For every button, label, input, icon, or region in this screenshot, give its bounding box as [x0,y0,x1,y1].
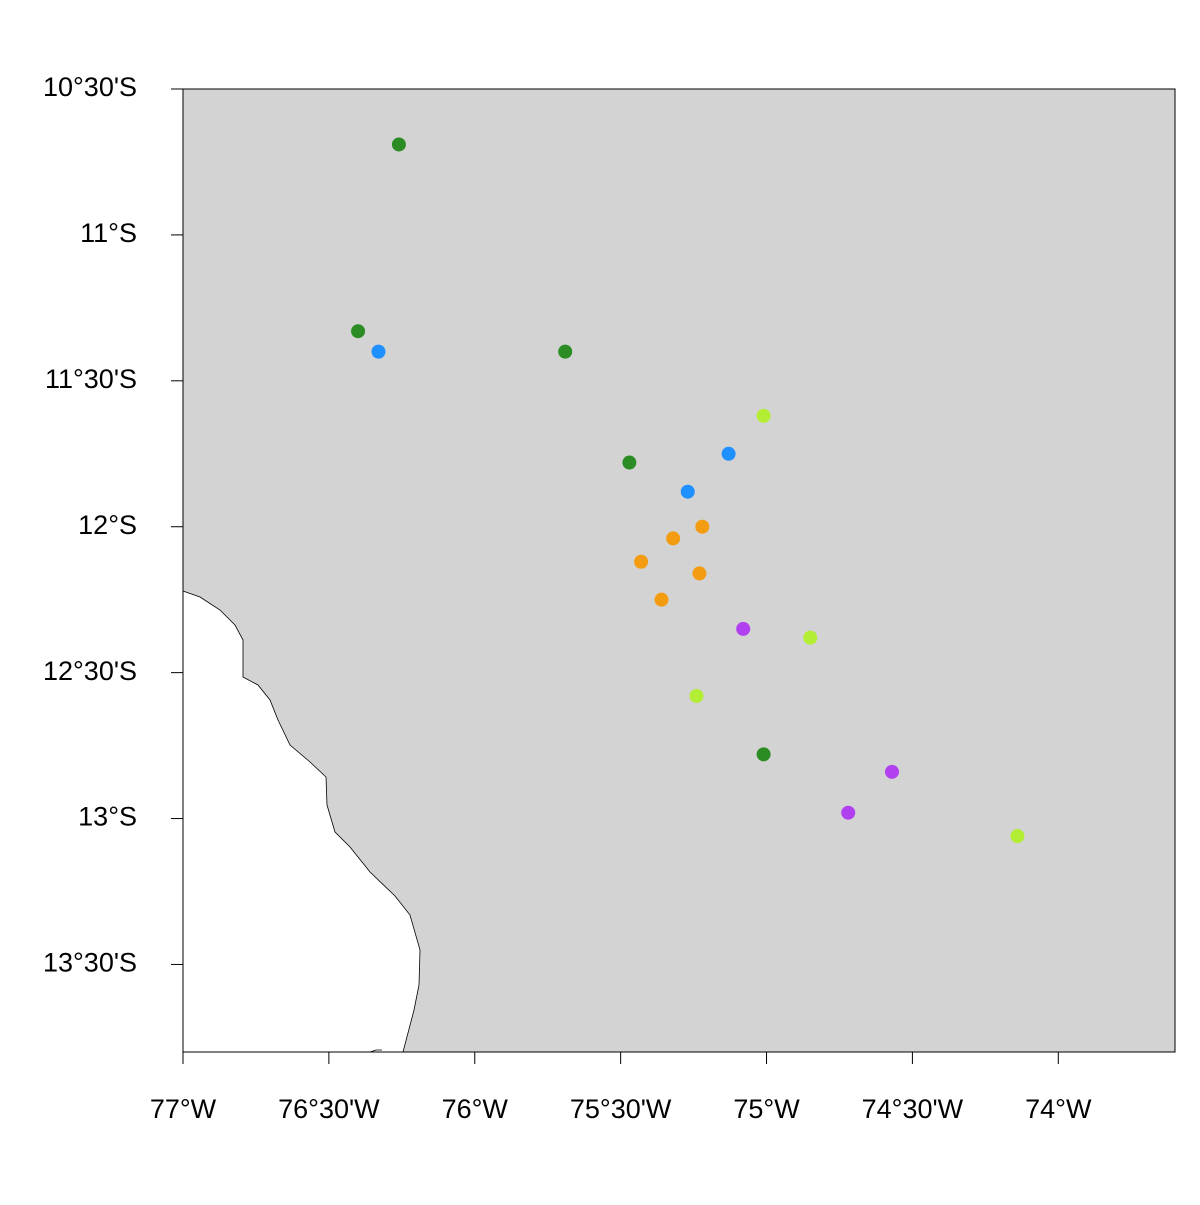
station-point [695,519,710,534]
x-tick-label: 75°W [733,1094,800,1124]
station-point [721,446,736,461]
station-point [371,344,386,359]
station-point [634,554,649,569]
y-tick-label: 13°S [78,802,137,832]
x-tick-label: 74°30'W [862,1094,964,1124]
x-tick-label: 74°W [1025,1094,1092,1124]
station-point [689,688,704,703]
station-point [756,408,771,423]
x-tick-label: 75°30'W [570,1094,672,1124]
station-point [736,621,751,636]
y-tick-label: 13°30'S [43,948,137,978]
y-tick-label: 10°30'S [43,72,137,102]
y-tick-label: 11°30'S [45,364,137,394]
station-point [680,484,695,499]
station-point [558,344,573,359]
frame [182,88,1176,1053]
x-tick-label: 76°W [442,1094,509,1124]
station-point [391,137,406,152]
x-tick-label: 76°30'W [278,1094,380,1124]
station-point [841,805,856,820]
station-point [692,566,707,581]
station-point [756,747,771,762]
station-point [803,630,818,645]
station-point [1010,829,1025,844]
station-point [351,324,366,339]
station-point [884,764,899,779]
x-tick-label: 77°W [150,1094,217,1124]
station-point [666,531,681,546]
coastline-fragment [369,1049,382,1053]
coastline [182,590,421,1053]
station-point [654,592,669,607]
station-point [622,455,637,470]
y-tick-label: 11°S [80,218,137,248]
y-tick-label: 12°30'S [43,656,137,686]
y-tick-label: 12°S [78,510,137,540]
